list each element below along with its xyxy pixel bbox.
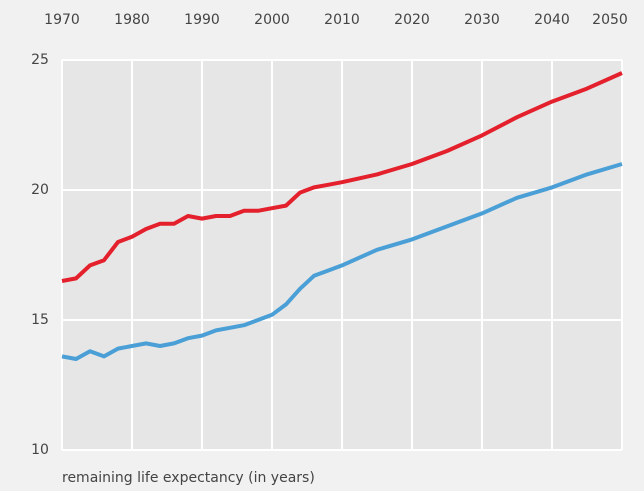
line-series bbox=[61, 162, 623, 361]
y-tick-label: 10 bbox=[31, 442, 49, 458]
y-tick-label: 20 bbox=[31, 182, 49, 198]
y-axis-label: remaining life expectancy (in years) bbox=[62, 470, 315, 486]
y-tick-label: 15 bbox=[31, 312, 49, 328]
x-tick-label: 1990 bbox=[184, 12, 220, 28]
x-tick-label: 2010 bbox=[324, 12, 360, 28]
line-series bbox=[61, 71, 623, 283]
x-tick-label: 1980 bbox=[114, 12, 150, 28]
y-tick-label: 25 bbox=[31, 52, 49, 68]
x-tick-label: 2030 bbox=[464, 12, 500, 28]
x-tick-label: 2040 bbox=[534, 12, 570, 28]
x-tick-label: 2020 bbox=[394, 12, 430, 28]
x-tick-label: 2050 bbox=[592, 12, 628, 28]
x-tick-label: 1970 bbox=[44, 12, 80, 28]
x-tick-label: 2000 bbox=[254, 12, 290, 28]
